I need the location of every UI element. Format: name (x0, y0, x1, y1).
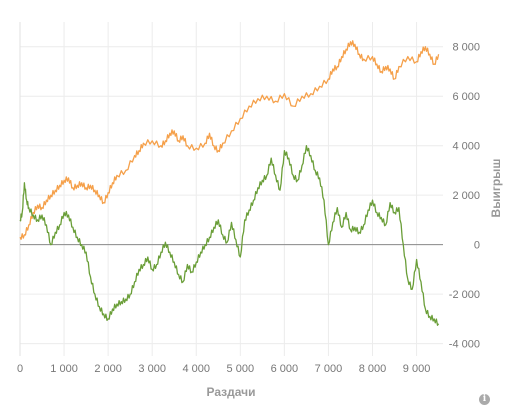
series-line-2 (19, 145, 440, 326)
x-tick-label: 6 000 (271, 363, 299, 375)
y-axis-title: Выигрыш (489, 159, 503, 218)
x-axis-ticks: 0 1 000 2 000 3 000 4 000 5 000 6 000 7 000 8 00… (17, 363, 430, 375)
grid (19, 22, 443, 356)
x-tick-label: 4 000 (182, 363, 210, 375)
x-tick-label: 7 000 (315, 363, 343, 375)
x-tick-label: 3 000 (138, 363, 166, 375)
y-tick-label: -4 000 (449, 339, 480, 351)
y-tick-label: 6 000 (452, 91, 480, 103)
y-tick-label: 2 000 (452, 190, 480, 202)
y-tick-label: 0 (474, 240, 480, 252)
x-tick-label: 2 000 (94, 363, 122, 375)
x-tick-label: 8 000 (359, 363, 387, 375)
info-icon[interactable]: i (479, 394, 490, 405)
y-axis-ticks: 8 000 6 000 4 000 2 000 0 -2 000 -4 000 (449, 42, 480, 351)
x-tick-label: 1 000 (50, 363, 78, 375)
y-tick-label: 4 000 (452, 141, 480, 153)
x-axis-title: Раздачи (207, 385, 256, 399)
x-tick-label: 9 000 (403, 363, 431, 375)
series-group (19, 40, 440, 326)
y-tick-label: -2 000 (449, 289, 480, 301)
y-tick-label: 8 000 (452, 42, 480, 54)
x-tick-label: 0 (17, 363, 23, 375)
series-line-1 (19, 40, 440, 240)
x-tick-label: 5 000 (227, 363, 255, 375)
